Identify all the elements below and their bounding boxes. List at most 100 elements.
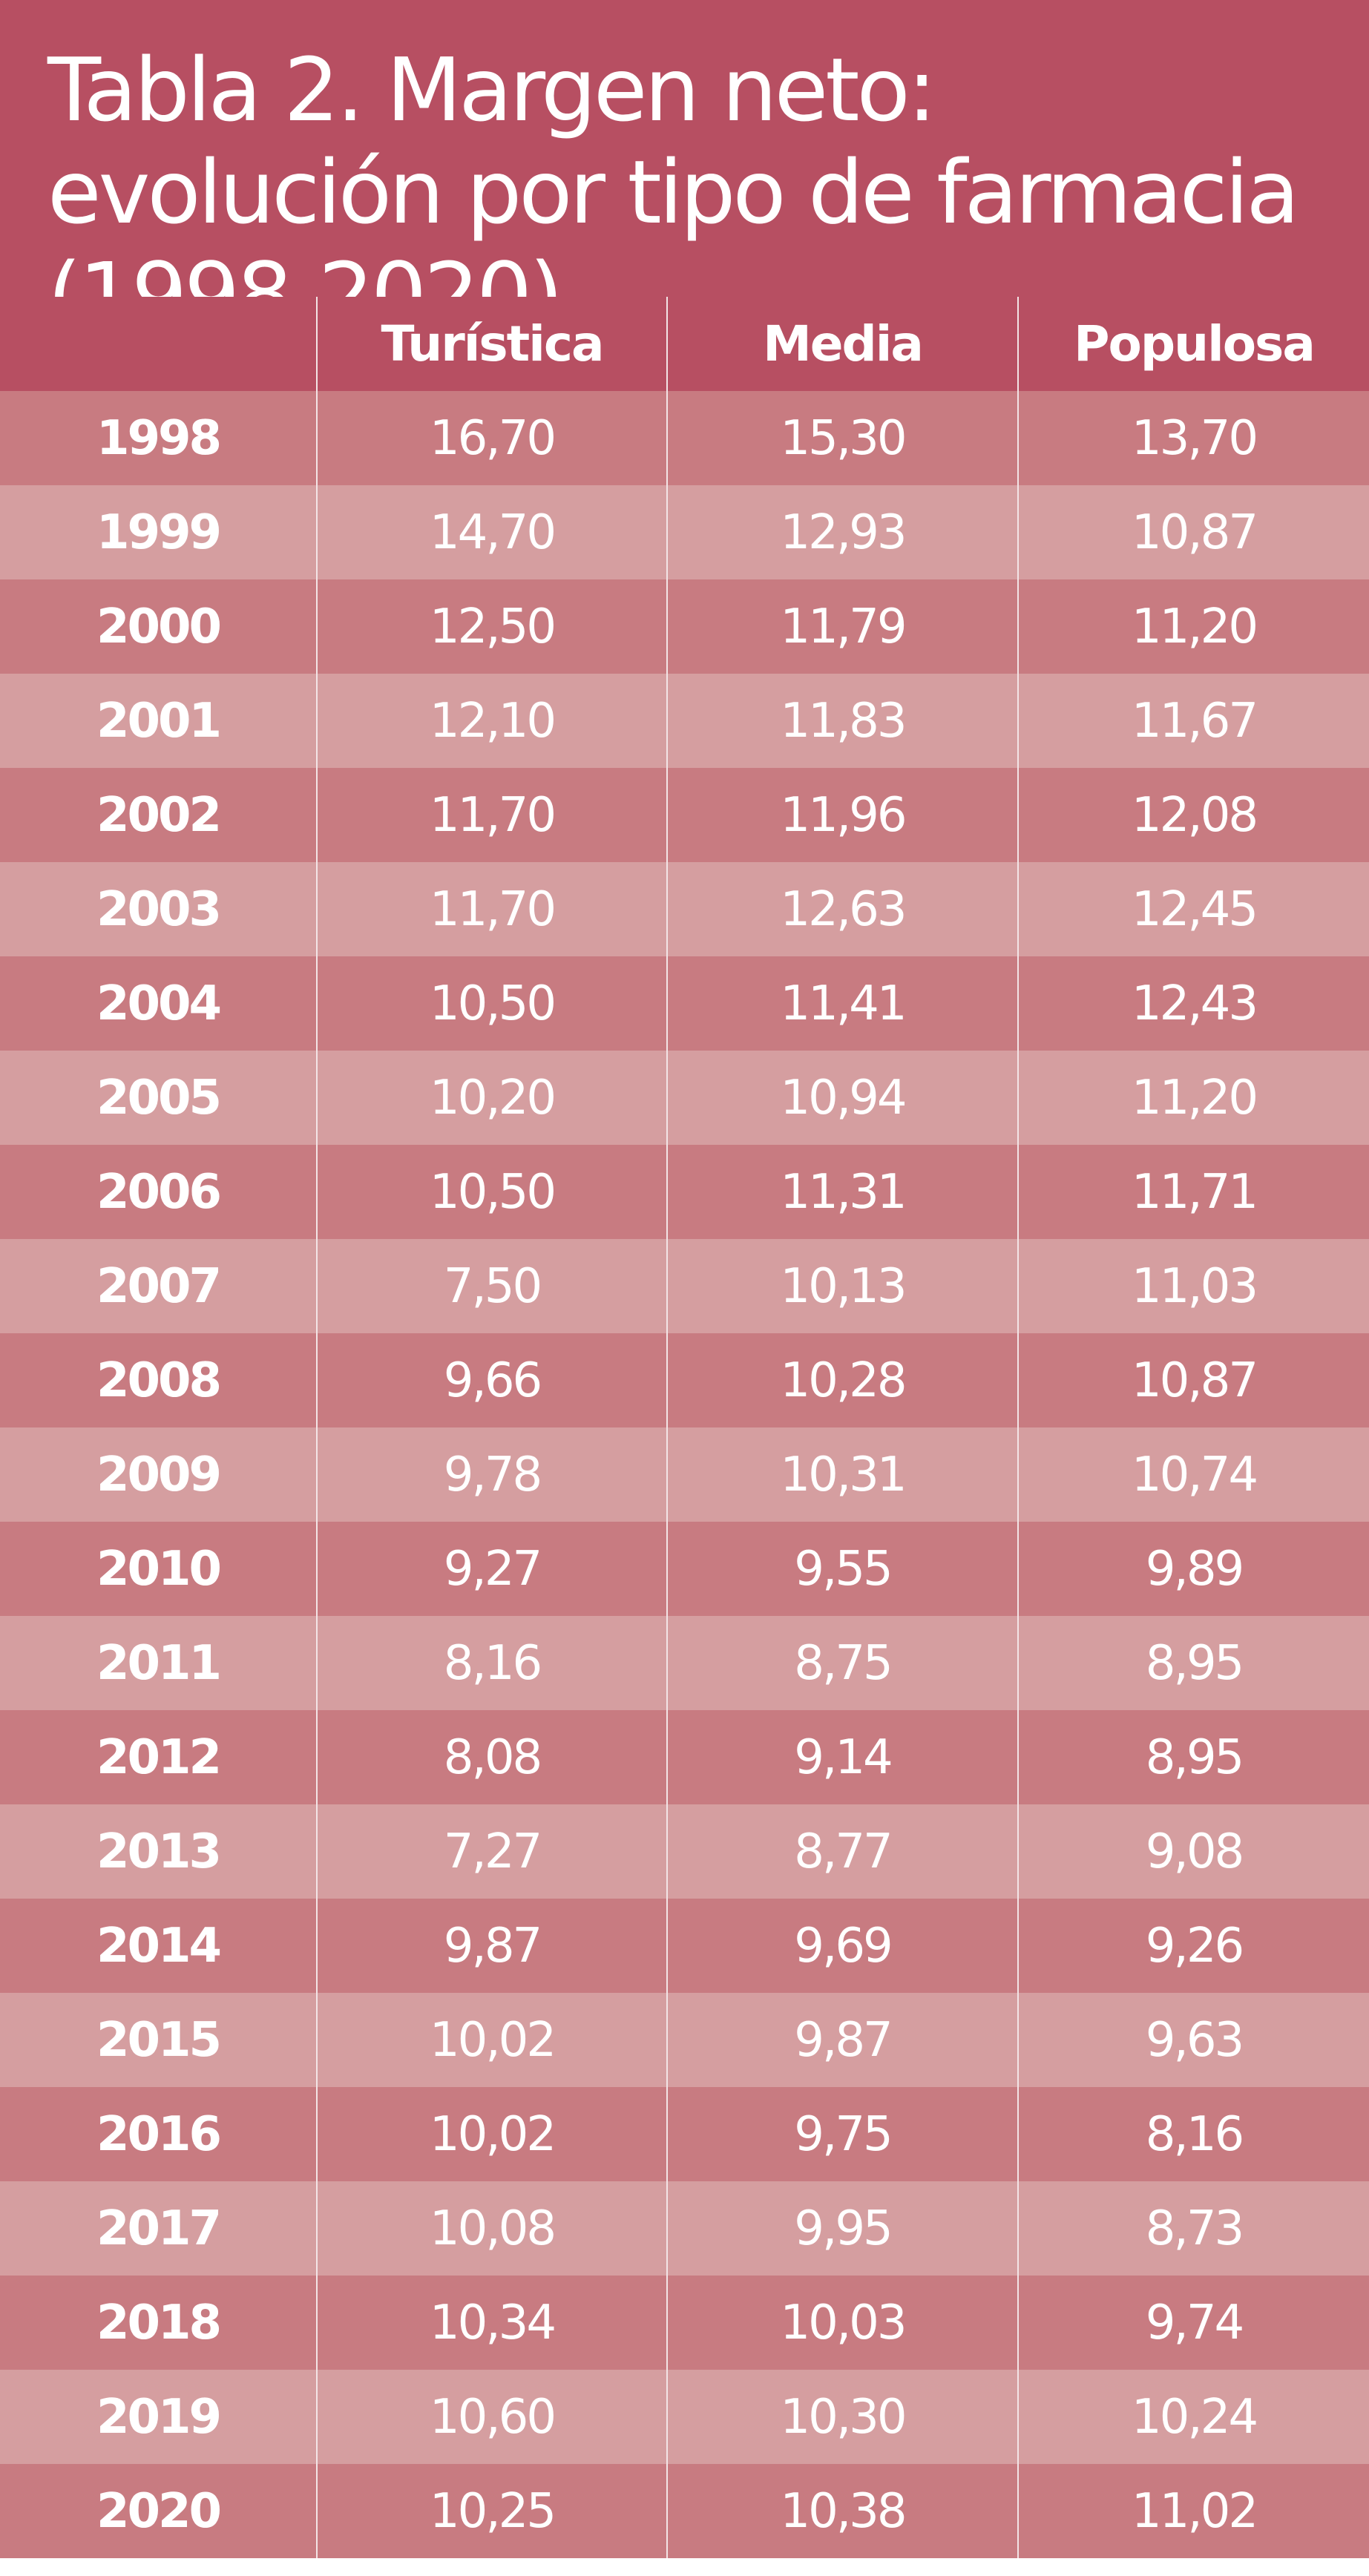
media-cell: 10,31 xyxy=(666,1427,1018,1522)
year-cell: 1998 xyxy=(0,391,317,485)
populosa-cell: 8,95 xyxy=(1017,1616,1369,1710)
turistica-cell: 8,16 xyxy=(316,1616,667,1710)
media-cell: 11,31 xyxy=(666,1145,1018,1239)
media-cell: 9,69 xyxy=(666,1899,1018,1993)
table-row: 2016 10,02 9,75 8,16 xyxy=(0,2087,1369,2181)
header-year-column xyxy=(0,297,317,391)
year-cell: 2013 xyxy=(0,1804,317,1899)
populosa-cell: 9,08 xyxy=(1017,1804,1369,1899)
table-row: 2000 12,50 11,79 11,20 xyxy=(0,579,1369,674)
turistica-cell: 10,60 xyxy=(316,2370,667,2464)
populosa-cell: 9,89 xyxy=(1017,1522,1369,1616)
year-cell: 2017 xyxy=(0,2181,317,2276)
populosa-cell: 9,26 xyxy=(1017,1899,1369,1993)
populosa-cell: 8,16 xyxy=(1017,2087,1369,2181)
media-cell: 11,79 xyxy=(666,579,1018,674)
table-row: 1998 16,70 15,30 13,70 xyxy=(0,391,1369,485)
populosa-cell: 8,95 xyxy=(1017,1710,1369,1804)
media-cell: 10,13 xyxy=(666,1239,1018,1333)
turistica-cell: 10,02 xyxy=(316,1993,667,2087)
table-row: 2005 10,20 10,94 11,20 xyxy=(0,1051,1369,1145)
year-cell: 2014 xyxy=(0,1899,317,1993)
populosa-cell: 10,74 xyxy=(1017,1427,1369,1522)
table-row: 2013 7,27 8,77 9,08 xyxy=(0,1804,1369,1899)
table-row: 2001 12,10 11,83 11,67 xyxy=(0,674,1369,768)
turistica-cell: 9,66 xyxy=(316,1333,667,1427)
table-row: 2015 10,02 9,87 9,63 xyxy=(0,1993,1369,2087)
year-cell: 2005 xyxy=(0,1051,317,1145)
media-cell: 10,94 xyxy=(666,1051,1018,1145)
year-cell: 2018 xyxy=(0,2276,317,2370)
header-media: Media xyxy=(666,297,1018,391)
table-row: 1999 14,70 12,93 10,87 xyxy=(0,485,1369,579)
populosa-cell: 13,70 xyxy=(1017,391,1369,485)
turistica-cell: 10,08 xyxy=(316,2181,667,2276)
year-cell: 2010 xyxy=(0,1522,317,1616)
header-populosa: Populosa xyxy=(1017,297,1369,391)
populosa-cell: 11,71 xyxy=(1017,1145,1369,1239)
turistica-cell: 11,70 xyxy=(316,768,667,862)
media-cell: 8,75 xyxy=(666,1616,1018,1710)
turistica-cell: 11,70 xyxy=(316,862,667,956)
media-cell: 11,83 xyxy=(666,674,1018,768)
media-cell: 10,03 xyxy=(666,2276,1018,2370)
year-cell: 2012 xyxy=(0,1710,317,1804)
table-row: 2010 9,27 9,55 9,89 xyxy=(0,1522,1369,1616)
media-cell: 10,38 xyxy=(666,2464,1018,2558)
populosa-cell: 9,74 xyxy=(1017,2276,1369,2370)
media-cell: 9,87 xyxy=(666,1993,1018,2087)
table-row: 2019 10,60 10,30 10,24 xyxy=(0,2370,1369,2464)
turistica-cell: 10,34 xyxy=(316,2276,667,2370)
table-row: 2009 9,78 10,31 10,74 xyxy=(0,1427,1369,1522)
populosa-cell: 12,08 xyxy=(1017,768,1369,862)
table-row: 2007 7,50 10,13 11,03 xyxy=(0,1239,1369,1333)
table-body: 1998 16,70 15,30 13,70 1999 14,70 12,93 10,87 20… xyxy=(0,391,1369,2558)
populosa-cell: 10,24 xyxy=(1017,2370,1369,2464)
media-cell: 9,95 xyxy=(666,2181,1018,2276)
populosa-cell: 11,20 xyxy=(1017,1051,1369,1145)
table-row: 2002 11,70 11,96 12,08 xyxy=(0,768,1369,862)
year-cell: 2009 xyxy=(0,1427,317,1522)
populosa-cell: 11,67 xyxy=(1017,674,1369,768)
year-cell: 2008 xyxy=(0,1333,317,1427)
media-cell: 12,93 xyxy=(666,485,1018,579)
year-cell: 2007 xyxy=(0,1239,317,1333)
turistica-cell: 12,10 xyxy=(316,674,667,768)
turistica-cell: 7,50 xyxy=(316,1239,667,1333)
populosa-cell: 8,73 xyxy=(1017,2181,1369,2276)
turistica-cell: 8,08 xyxy=(316,1710,667,1804)
table-row: 2017 10,08 9,95 8,73 xyxy=(0,2181,1369,2276)
table-row: 2018 10,34 10,03 9,74 xyxy=(0,2276,1369,2370)
table-title: Tabla 2. Margen neto: evolución por tipo… xyxy=(47,39,1300,346)
year-cell: 2006 xyxy=(0,1145,317,1239)
turistica-cell: 14,70 xyxy=(316,485,667,579)
media-cell: 9,14 xyxy=(666,1710,1018,1804)
media-cell: 9,75 xyxy=(666,2087,1018,2181)
year-cell: 2015 xyxy=(0,1993,317,2087)
media-cell: 10,28 xyxy=(666,1333,1018,1427)
table-row: 2006 10,50 11,31 11,71 xyxy=(0,1145,1369,1239)
turistica-cell: 9,27 xyxy=(316,1522,667,1616)
populosa-cell: 10,87 xyxy=(1017,1333,1369,1427)
media-cell: 10,30 xyxy=(666,2370,1018,2464)
year-cell: 2016 xyxy=(0,2087,317,2181)
turistica-cell: 10,25 xyxy=(316,2464,667,2558)
table-row: 2014 9,87 9,69 9,26 xyxy=(0,1899,1369,1993)
turistica-cell: 10,50 xyxy=(316,956,667,1051)
table-row: 2012 8,08 9,14 8,95 xyxy=(0,1710,1369,1804)
table-header-row: Turística Media Populosa xyxy=(0,297,1369,391)
turistica-cell: 12,50 xyxy=(316,579,667,674)
media-cell: 11,96 xyxy=(666,768,1018,862)
table-row: 2008 9,66 10,28 10,87 xyxy=(0,1333,1369,1427)
year-cell: 2002 xyxy=(0,768,317,862)
year-cell: 2019 xyxy=(0,2370,317,2464)
year-cell: 2020 xyxy=(0,2464,317,2558)
year-cell: 2001 xyxy=(0,674,317,768)
header-turistica: Turística xyxy=(316,297,667,391)
media-cell: 9,55 xyxy=(666,1522,1018,1616)
turistica-cell: 10,50 xyxy=(316,1145,667,1239)
year-cell: 2011 xyxy=(0,1616,317,1710)
populosa-cell: 12,45 xyxy=(1017,862,1369,956)
populosa-cell: 11,03 xyxy=(1017,1239,1369,1333)
